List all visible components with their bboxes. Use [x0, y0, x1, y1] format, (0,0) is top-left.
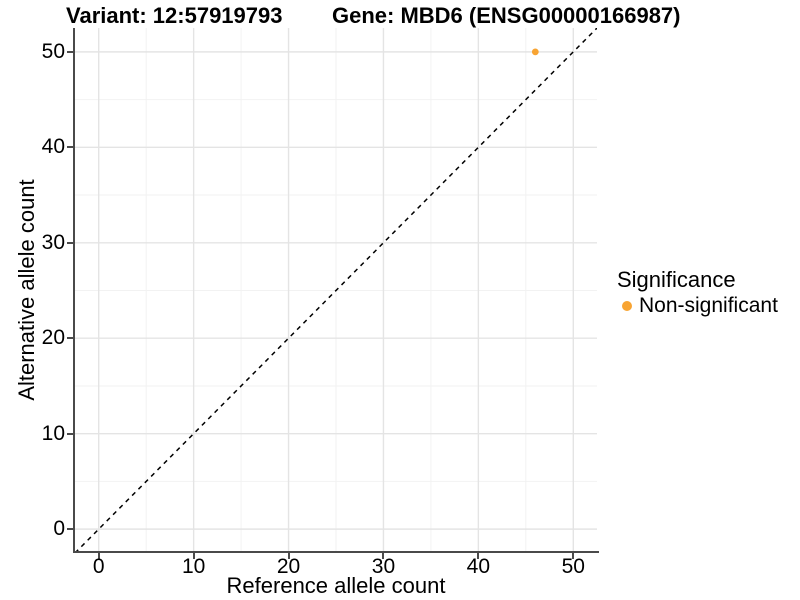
x-tick-mark — [287, 553, 290, 559]
legend-item: Non-significant — [617, 294, 778, 318]
x-tick-mark — [192, 553, 195, 559]
x-tick-label: 30 — [371, 555, 396, 578]
legend-key-dot-icon — [622, 301, 632, 311]
x-tick-mark — [382, 553, 385, 559]
x-tick-mark — [477, 553, 480, 559]
data-point — [531, 48, 539, 56]
identity-line — [75, 28, 597, 553]
legend: Significance Non-significant — [617, 267, 778, 318]
y-tick-label: 40 — [41, 135, 65, 159]
y-tick-label: 50 — [41, 39, 65, 63]
plot-title-gene: Gene: MBD6 (ENSG00000166987) — [332, 3, 681, 28]
y-tick-mark — [67, 337, 73, 340]
chart-canvas — [75, 28, 597, 553]
y-tick-label: 20 — [41, 326, 65, 350]
y-axis-line — [73, 28, 75, 553]
x-tick-label: 40 — [466, 555, 491, 578]
x-tick-label: 10 — [181, 555, 206, 578]
y-tick-label: 10 — [41, 421, 65, 445]
y-tick-mark — [67, 241, 73, 244]
y-axis-title: Alternative allele count — [14, 179, 39, 401]
legend-title: Significance — [617, 267, 736, 292]
x-tick-label: 50 — [561, 555, 585, 578]
y-tick-mark — [67, 50, 73, 53]
legend-items: Non-significant — [617, 294, 778, 318]
plot-panel — [75, 28, 597, 553]
y-tick-label: 30 — [41, 230, 65, 254]
x-axis-line — [73, 551, 599, 553]
x-tick-mark — [97, 553, 100, 559]
legend-item-label: Non-significant — [639, 294, 778, 317]
x-axis-title: Reference allele count — [226, 573, 446, 598]
x-tick-mark — [572, 553, 575, 559]
x-tick-label: 20 — [276, 555, 301, 578]
y-tick-mark — [67, 146, 73, 149]
y-tick-label: 0 — [53, 517, 65, 541]
plot-title-variant: Variant: 12:57919793 — [66, 3, 283, 28]
y-tick-mark — [67, 432, 73, 435]
x-tick-label: 0 — [92, 555, 105, 578]
y-tick-mark — [67, 528, 73, 531]
